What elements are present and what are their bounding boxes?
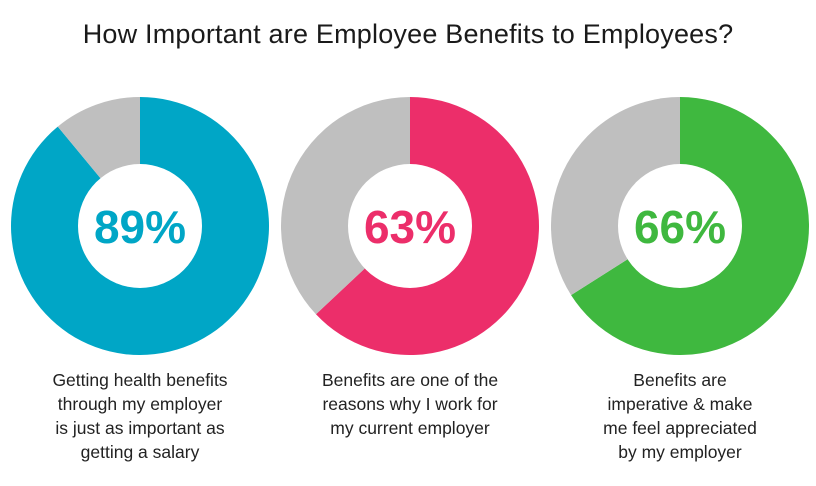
donut-chart-appreciated: 66% <box>551 97 809 355</box>
donut-svg-3: 66% <box>551 97 809 355</box>
donut-svg-1: 89% <box>11 97 269 355</box>
caption-line: by my employer <box>618 442 742 462</box>
donut-3-caption: Benefits are imperative & make me feel a… <box>570 368 790 464</box>
chart-title: How Important are Employee Benefits to E… <box>82 19 734 49</box>
donut-3-percent-label: 66% <box>634 201 726 253</box>
caption-line: Benefits are <box>633 370 727 390</box>
donut-2-percent-label: 63% <box>364 201 456 253</box>
caption-line: imperative & make <box>607 394 753 414</box>
donut-svg-2: 63% <box>281 97 539 355</box>
caption-line: Getting health benefits <box>52 370 228 390</box>
donut-2-hole <box>348 164 472 288</box>
donut-2-remainder-slice <box>281 97 410 315</box>
caption-line: Benefits are one of the <box>321 370 499 390</box>
donut-chart-reasons-to-work: 63% <box>281 97 539 355</box>
donut-1-percent-label: 89% <box>94 201 186 253</box>
donut-1-hole <box>78 164 202 288</box>
caption-line: is just as important as <box>55 418 225 438</box>
donut-1-caption: Getting health benefits through my emplo… <box>30 368 250 464</box>
caption-line: reasons why I work for <box>322 394 498 414</box>
donut-2-caption: Benefits are one of the reasons why I wo… <box>300 368 520 440</box>
caption-line: getting a salary <box>80 442 200 462</box>
caption-line: me feel appreciated <box>603 418 757 438</box>
caption-line: my current employer <box>330 418 490 438</box>
caption-line: through my employer <box>57 394 223 414</box>
donut-chart-health-benefits: 89% <box>11 97 269 355</box>
donut-3-hole <box>618 164 742 288</box>
